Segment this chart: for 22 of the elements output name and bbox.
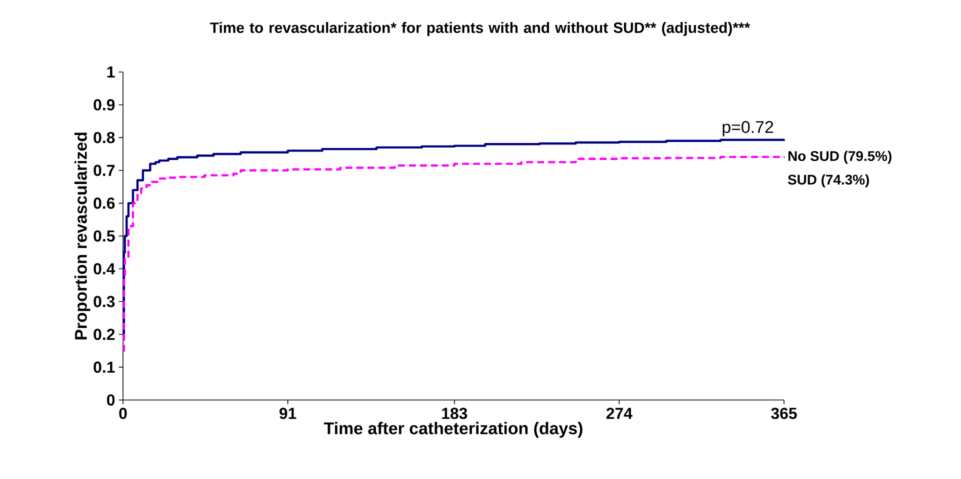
x-tick-label: 91 xyxy=(279,408,296,420)
chart-title: Time to revascularization* for patients with and without SUD** (adjusted)*** xyxy=(210,22,750,36)
y-tick-label: 0.6 xyxy=(94,198,115,209)
y-tick-label: 0.1 xyxy=(94,362,115,373)
x-tick-label: 0 xyxy=(119,408,127,420)
x-tick-label: 183 xyxy=(442,408,468,420)
y-tick-label: 0.2 xyxy=(94,328,115,340)
y-tick-label: 0.8 xyxy=(94,132,115,144)
y-tick-label: 0.9 xyxy=(94,99,115,110)
y-tick-label: 0 xyxy=(106,394,115,406)
y-tick-label: 0.3 xyxy=(94,296,115,308)
y-axis-title: Proportion revascularized xyxy=(74,132,90,340)
y-tick-label: 0.7 xyxy=(94,164,115,176)
x-tick-label: 365 xyxy=(771,408,797,420)
series-label: No SUD (79.5%) xyxy=(788,150,892,164)
x-axis-title: Time after catheterization (days) xyxy=(324,422,582,438)
annotation: p=0.72 xyxy=(722,121,774,136)
series-label: SUD (74.3%) xyxy=(788,174,869,188)
y-tick-label: 0.4 xyxy=(94,263,116,274)
x-tick-label: 274 xyxy=(606,408,632,419)
y-tick-label: 0.5 xyxy=(94,230,115,242)
y-tick-label: 1 xyxy=(107,66,115,78)
